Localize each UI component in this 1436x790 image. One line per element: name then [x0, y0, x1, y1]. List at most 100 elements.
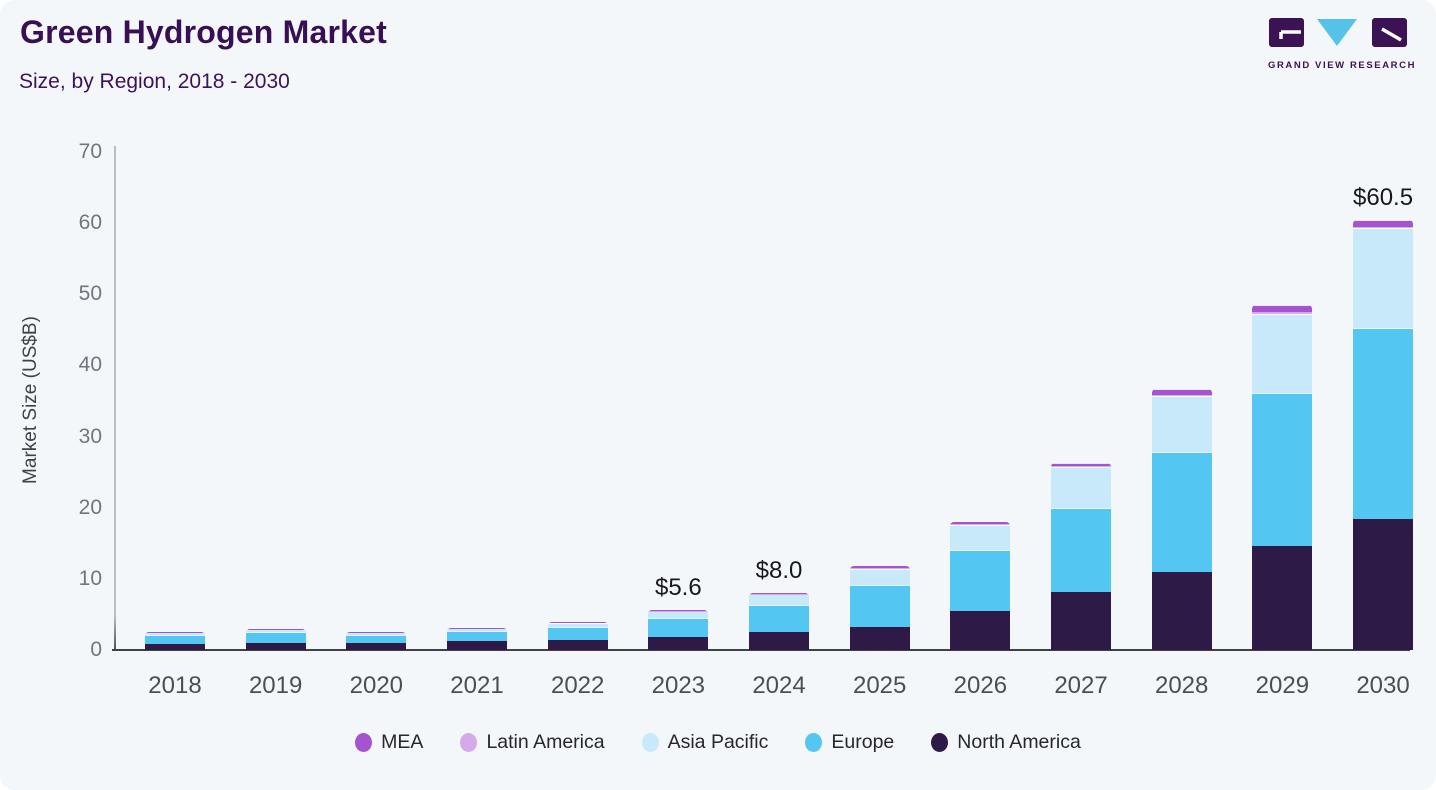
bar-segment-europe: [1252, 393, 1313, 547]
bar-2019: [245, 629, 306, 650]
x-tick-label: 2023: [651, 672, 706, 699]
bar-segment-asia-pacific: [1051, 467, 1112, 508]
x-tick-label: 2022: [550, 672, 605, 699]
x-tick-label: 2027: [1054, 672, 1108, 699]
y-tick-label: 20: [78, 495, 102, 519]
bar-2029: [1252, 304, 1313, 650]
legend-label: Europe: [831, 731, 895, 753]
bar-2023: [648, 610, 709, 650]
bar-2018: [145, 632, 205, 650]
bar-segment-north-america: [447, 641, 507, 650]
bar-segment-latin-america: [1051, 466, 1112, 468]
legend-dot-europe: [805, 733, 823, 752]
legend-dot-latin-america: [460, 733, 478, 752]
legend-dot-mea: [355, 733, 373, 752]
bar-segment-north-america: [1151, 571, 1212, 650]
bar-2028: [1151, 388, 1212, 650]
bar-segment-mea: [1353, 219, 1414, 227]
bar-segment-mea: [849, 566, 910, 569]
gvr-logo-text: GRAND VIEW RESEARCH: [1268, 60, 1416, 71]
bar-segment-latin-america: [950, 524, 1011, 525]
bar-segment-north-america: [849, 627, 910, 650]
bar-segment-europe: [1353, 327, 1414, 520]
page-title: Green Hydrogen Market: [20, 14, 387, 50]
legend-item-mea: MEA: [355, 731, 423, 754]
x-tick-label: 2028: [1154, 672, 1209, 699]
bar-2025: [849, 566, 910, 650]
x-tick-label: 2021: [450, 672, 504, 699]
bar-segment-north-america: [950, 610, 1011, 650]
bar-2020: [346, 632, 407, 650]
bar-segment-asia-pacific: [950, 524, 1011, 550]
y-tick-label: 50: [78, 282, 102, 306]
x-tick-label: 2018: [148, 672, 202, 699]
y-tick-label: 0: [90, 638, 102, 661]
bar-segment-asia-pacific: [145, 632, 205, 636]
bar-segment-asia-pacific: [245, 629, 306, 633]
bar-segment-north-america: [145, 643, 205, 650]
y-tick-label: 10: [78, 566, 102, 590]
bar-2024: [749, 593, 810, 650]
x-tick-label: 2029: [1255, 672, 1310, 699]
bar-value-label-2023: $5.6: [654, 574, 702, 602]
y-tick-label: 70: [78, 140, 102, 163]
x-axis-line: [112, 649, 1410, 651]
legend-label: Asia Pacific: [667, 731, 769, 753]
x-tick-label: 2020: [349, 672, 404, 699]
bar-2021: [447, 627, 507, 650]
bar-value-label-2030: $60.5: [1353, 183, 1414, 211]
legend-item-latin-america: Latin America: [460, 731, 605, 754]
bar-segment-europe: [245, 632, 306, 643]
bar-segment-north-america: [749, 632, 810, 650]
bar-2022: [547, 622, 608, 650]
bar-segment-mea: [749, 593, 810, 594]
bar-segment-asia-pacific: [547, 622, 608, 627]
bar-segment-mea: [1051, 462, 1112, 467]
bar-segment-asia-pacific: [1252, 313, 1313, 394]
x-tick-label: 2024: [752, 672, 806, 699]
bar-2027: [1051, 462, 1112, 650]
y-axis-line: [114, 146, 116, 651]
bar-segment-north-america: [648, 637, 709, 650]
bar-segment-latin-america: [1252, 312, 1313, 314]
x-tick-label: 2026: [953, 672, 1008, 699]
bar-segment-europe: [1151, 452, 1212, 572]
bar-segment-mea: [950, 521, 1011, 525]
bar-value-label-2024: $8.0: [755, 557, 803, 585]
bar-segment-asia-pacific: [346, 632, 407, 636]
bar-segment-asia-pacific: [849, 568, 910, 585]
legend-label: North America: [957, 731, 1081, 753]
bar-segment-asia-pacific: [749, 594, 810, 606]
bar-segment-north-america: [346, 643, 407, 650]
y-tick-label: 60: [78, 211, 102, 235]
bar-segment-asia-pacific: [1151, 396, 1212, 453]
bar-2026: [950, 521, 1011, 650]
bar-segment-mea: [1252, 304, 1313, 313]
y-tick-label: 30: [78, 424, 102, 448]
page-subtitle: Size, by Region, 2018 - 2030: [19, 70, 290, 93]
bar-segment-asia-pacific: [447, 628, 507, 632]
bar-segment-europe: [950, 549, 1011, 611]
bar-segment-north-america: [245, 642, 306, 650]
gvr-logo: GRAND VIEW RESEARCH: [1268, 12, 1416, 79]
y-axis-title: Market Size (US$B): [20, 316, 41, 484]
bar-segment-mea: [1151, 388, 1212, 395]
legend-item-europe: Europe: [805, 731, 894, 754]
x-tick-label: 2019: [248, 672, 303, 699]
chart-legend: MEA Latin America Asia Pacific Europe North …: [0, 731, 1436, 754]
bar-segment-north-america: [1051, 592, 1112, 650]
legend-item-north-america: North America: [931, 731, 1081, 754]
bar-segment-north-america: [1252, 546, 1313, 650]
x-tick-label: 2030: [1356, 672, 1410, 699]
bar-segment-asia-pacific: [1353, 228, 1414, 328]
x-tick-label: 2025: [852, 672, 907, 699]
bar-segment-europe: [1051, 507, 1112, 593]
bar-2030: [1353, 219, 1414, 650]
bar-segment-north-america: [1353, 519, 1414, 650]
bar-segment-europe: [145, 635, 205, 644]
legend-label: MEA: [381, 731, 424, 753]
bar-segment-north-america: [547, 640, 608, 650]
bar-segment-latin-america: [1353, 226, 1414, 229]
bar-segment-europe: [346, 635, 407, 644]
